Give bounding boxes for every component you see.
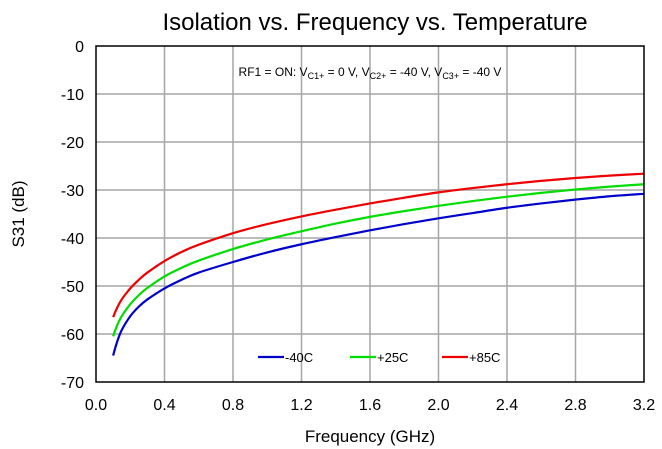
y-tick-label: -60 xyxy=(61,327,84,344)
x-tick-label: 2.0 xyxy=(427,397,449,414)
y-tick-label: -10 xyxy=(61,87,84,104)
plot-frame xyxy=(95,45,645,383)
x-tick-label: 0.0 xyxy=(85,397,107,414)
annotation-prefix: RF1 = ON: V xyxy=(239,65,308,79)
legend-label-2: +85C xyxy=(469,350,500,365)
annotation-sub3: C3+ xyxy=(442,71,459,81)
grid-lines xyxy=(96,46,644,382)
annotation-sub2: C2+ xyxy=(370,71,387,81)
y-tick-label: -30 xyxy=(61,183,84,200)
y-tick-label: -40 xyxy=(61,231,84,248)
y-tick-label: -20 xyxy=(61,135,84,152)
legend: -40C +25C +85C xyxy=(258,350,500,365)
y-tick-labels: 0 -10 -20 -30 -40 -50 -60 -70 xyxy=(61,39,84,392)
series-lines xyxy=(112,172,645,356)
annotation-sub1: C1+ xyxy=(308,71,325,81)
series-line-1 xyxy=(112,183,645,337)
legend-label-1: +25C xyxy=(377,350,408,365)
y-tick-label: -50 xyxy=(61,279,84,296)
x-tick-label: 1.6 xyxy=(359,397,381,414)
annotation-mid2: = -40 V, V xyxy=(386,65,442,79)
x-tick-label: 0.4 xyxy=(153,397,175,414)
y-axis-title: S31 (dB) xyxy=(9,180,28,247)
x-axis-title: Frequency (GHz) xyxy=(305,427,435,446)
annotation-suffix: = -40 V xyxy=(459,65,501,79)
x-tick-label: 0.8 xyxy=(222,397,244,414)
series-line-0 xyxy=(112,192,645,356)
x-tick-label: 1.2 xyxy=(290,397,312,414)
legend-label-0: -40C xyxy=(285,350,313,365)
x-tick-label: 2.8 xyxy=(564,397,586,414)
x-tick-labels: 0.0 0.4 0.8 1.2 1.6 2.0 2.4 2.8 3.2 xyxy=(85,397,655,414)
annotation-mid1: = 0 V, V xyxy=(324,65,369,79)
chart-title: Isolation vs. Frequency vs. Temperature xyxy=(162,9,587,36)
series-line-2 xyxy=(112,172,645,318)
y-tick-label: 0 xyxy=(75,39,84,56)
x-tick-label: 3.2 xyxy=(633,397,655,414)
x-tick-label: 2.4 xyxy=(496,397,518,414)
y-tick-label: -70 xyxy=(61,375,84,392)
conditions-annotation: RF1 = ON: VC1+ = 0 V, VC2+ = -40 V, VC3+… xyxy=(239,65,502,81)
